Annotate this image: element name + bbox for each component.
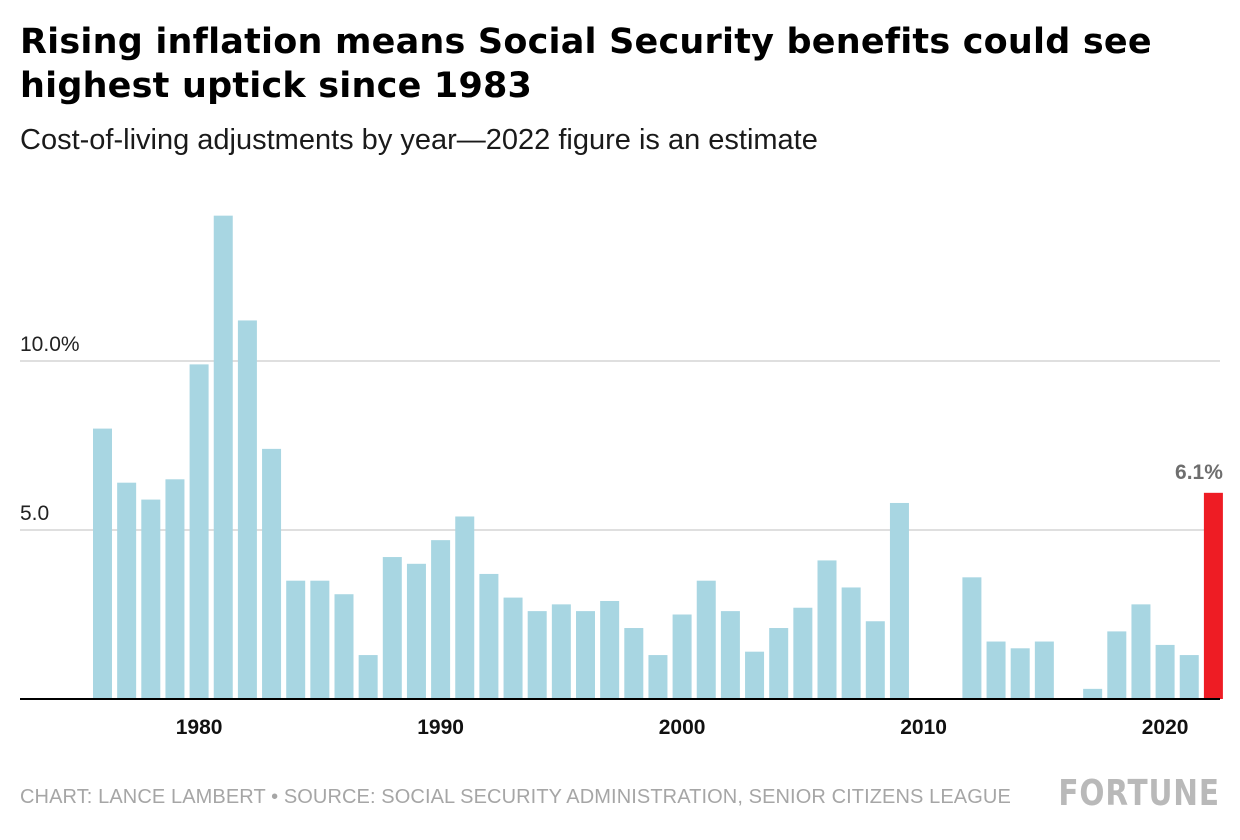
bar-1990	[431, 540, 451, 699]
bar-1999	[648, 655, 668, 699]
bar-2007	[841, 587, 861, 699]
bar-2013	[986, 641, 1006, 699]
x-tick-label: 2020	[1142, 716, 1189, 739]
bar-1994	[527, 611, 547, 699]
x-tick-label: 1990	[417, 716, 464, 739]
bar-1993	[503, 597, 523, 699]
source-credit: CHART: LANCE LAMBERT • SOURCE: SOCIAL SE…	[20, 786, 1011, 808]
bar-1987	[358, 655, 378, 699]
bar-2005	[793, 607, 813, 699]
bar-1983	[262, 448, 282, 699]
bar-1986	[334, 594, 354, 699]
bar-2020	[1155, 644, 1175, 699]
y-tick-label: 5.0	[20, 502, 49, 525]
bar-2012	[962, 577, 982, 699]
bar-1989	[406, 563, 426, 699]
bar-2003	[745, 651, 765, 699]
bars	[20, 215, 1223, 700]
bar-1988	[382, 557, 402, 699]
bar-2006	[817, 560, 837, 699]
x-tick-label: 2010	[900, 716, 947, 739]
bar-2019	[1131, 604, 1151, 699]
bar-2008	[865, 621, 885, 699]
bar-2009	[889, 502, 909, 699]
bar-1980	[189, 364, 209, 699]
bar-1981	[213, 215, 233, 699]
bar-1985	[310, 580, 330, 699]
y-axis-labels: 5.0 10.0%	[20, 333, 80, 525]
bar-1978	[141, 499, 161, 699]
chart-title: Rising inflation means Social Security b…	[20, 22, 1152, 106]
x-tick-label: 1980	[176, 716, 223, 739]
bar-1992	[479, 573, 499, 699]
bar-2002	[720, 611, 740, 699]
bar-2014	[1010, 648, 1030, 699]
bar-1979	[165, 479, 185, 699]
bar-2017	[1083, 688, 1103, 699]
fortune-logo: FORTUNE	[1058, 773, 1220, 814]
bar-1997	[600, 600, 620, 699]
bar-2021	[1179, 655, 1199, 699]
bar-1977	[117, 482, 137, 699]
y-tick-label: 10.0%	[20, 333, 80, 356]
bar-1976	[93, 428, 112, 699]
bar-2015	[1034, 641, 1054, 699]
chart-subtitle: Cost-of-living adjustments by year—2022 …	[20, 124, 818, 156]
bar-1998	[624, 628, 644, 699]
bar-1982	[237, 320, 257, 699]
bar-1984	[286, 580, 306, 699]
bar-2018	[1107, 631, 1127, 699]
bar-2001	[696, 580, 716, 699]
bar-2022	[1203, 492, 1223, 699]
bar-2000	[672, 614, 692, 699]
bar-1996	[576, 611, 595, 699]
data-label-2022: 6.1%	[1175, 461, 1223, 484]
bar-1991	[455, 516, 475, 699]
annotations: 6.1%	[1175, 461, 1223, 484]
bar-2004	[769, 628, 789, 699]
bar-1995	[551, 604, 571, 699]
x-tick-label: 2000	[659, 716, 706, 739]
x-axis-labels: 1980 1990 2000 2010 2020	[176, 716, 1189, 739]
